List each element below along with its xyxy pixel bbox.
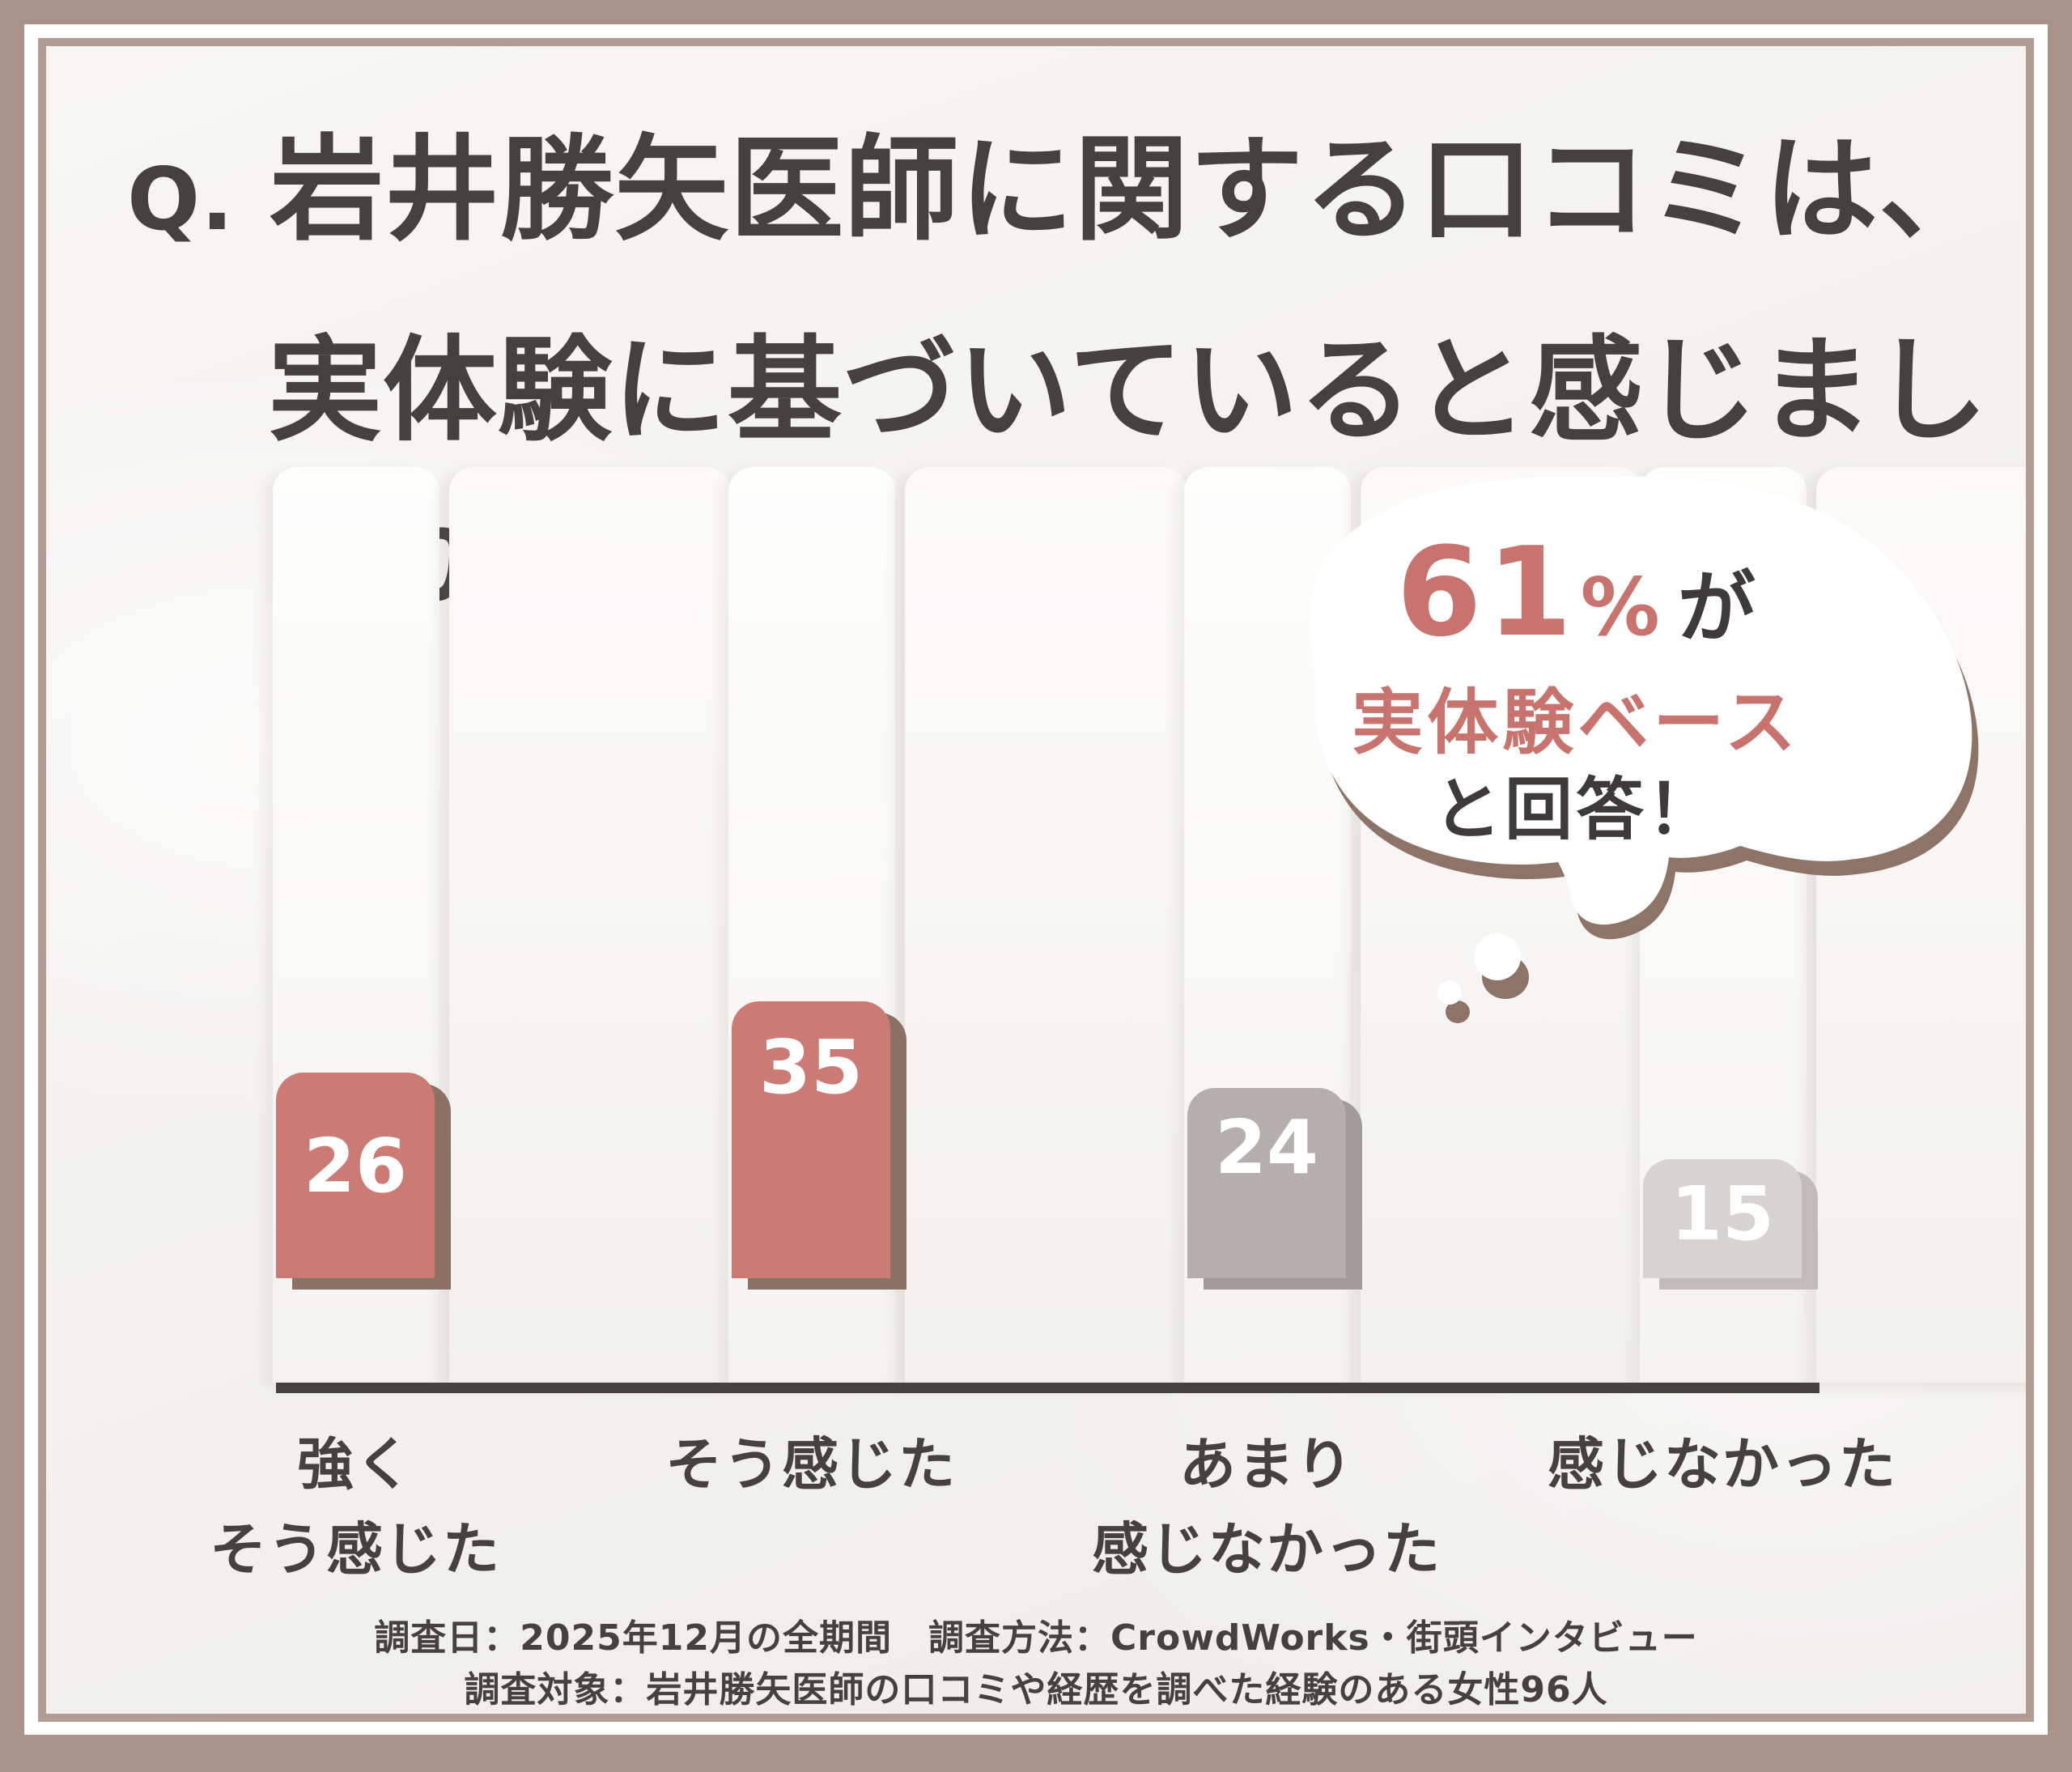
percent-sign: % xyxy=(1580,562,1660,654)
bar-category-label: そう感じた xyxy=(665,1431,957,1498)
bar-value-label: 15 xyxy=(1670,1171,1775,1257)
thought-dot-large xyxy=(1474,933,1521,980)
callout-percent-row: 61 % が xyxy=(1240,521,1912,691)
bar-category-label: あまり 感じなかった xyxy=(1092,1431,1441,1583)
footnote-line2: 調査対象：岩井勝矢医師の口コミや経歴を調べた経験のある女性96人 xyxy=(464,1668,1608,1710)
bar-category-label: 強く そう感じた xyxy=(210,1431,501,1583)
page-title: Q. 岩井勝矢医師に関する口コミは、 実体験に基づいていると感じましたか？ xyxy=(127,96,2026,629)
footnote-line1: 調査日：2025年12月の全期間 調査方法：CrowdWorks・街頭インタビュ… xyxy=(374,1617,1698,1659)
question-prefix: Q. xyxy=(127,150,235,249)
bar-track xyxy=(905,467,1187,1383)
survey-footnote: 調査日：2025年12月の全期間 調査方法：CrowdWorks・街頭インタビュ… xyxy=(46,1613,2026,1714)
bar-track xyxy=(449,467,731,1383)
bar-value-label: 26 xyxy=(303,1123,408,1209)
bar-value-label: 24 xyxy=(1214,1104,1319,1191)
callout-answer-text: と回答！ xyxy=(1433,770,1718,849)
bar-somewhat-disagree: 24 xyxy=(1187,1088,1346,1278)
page-title-line1: Q. 岩井勝矢医師に関する口コミは、 xyxy=(127,124,1994,257)
thought-dot-small xyxy=(1437,980,1462,1005)
speech-bubble-body xyxy=(1310,476,1972,1005)
bar-value-label: 35 xyxy=(758,1024,864,1111)
bar-agree: 35 xyxy=(732,1001,890,1278)
bar-disagree: 15 xyxy=(1643,1159,1802,1278)
callout-suffix: が xyxy=(1677,563,1756,653)
bar-category-label: 感じなかった xyxy=(1548,1431,1897,1498)
content-area: Q. 岩井勝矢医師に関する口コミは、 実体験に基づいていると感じましたか？ 26… xyxy=(46,46,2026,1714)
bar-strongly-agree: 26 xyxy=(276,1073,435,1278)
x-axis-line xyxy=(276,1383,1819,1393)
callout-percent-value: 61 xyxy=(1396,521,1577,664)
speech-bubble xyxy=(1310,476,1979,1023)
callout-highlight-text: 実体験ベース xyxy=(1352,681,1800,764)
